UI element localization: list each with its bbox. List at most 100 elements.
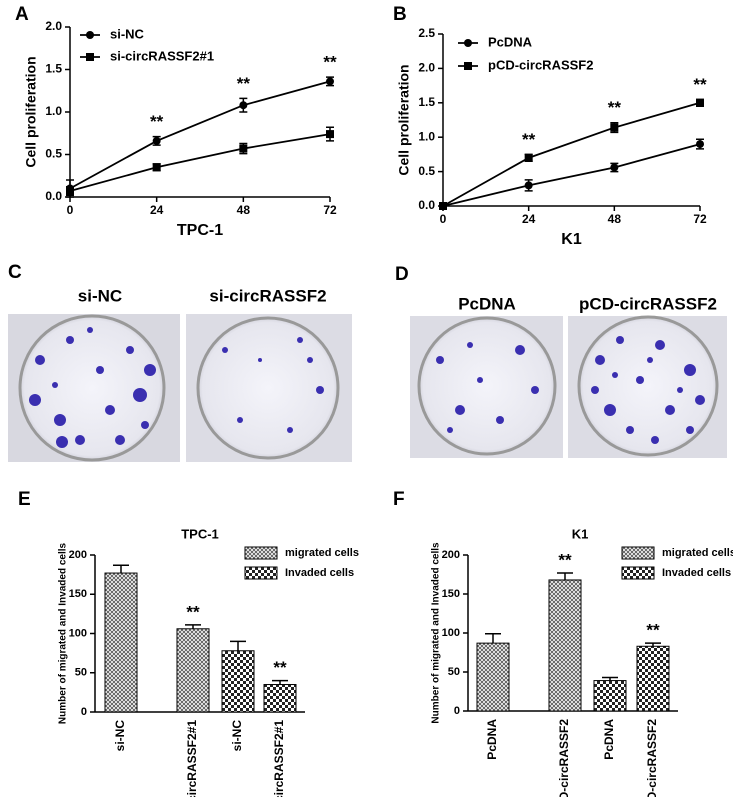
legend-label: migrated cells [662, 547, 733, 559]
legend-swatch [244, 566, 278, 580]
annotation: ** [273, 658, 287, 677]
bar [104, 572, 138, 713]
marker [239, 144, 248, 153]
marker [326, 77, 334, 86]
error-bar [602, 676, 618, 681]
x-tick-label: PcDNA [602, 719, 616, 760]
annotation: ** [646, 621, 660, 640]
y-tick-label: 0.5 [418, 164, 435, 178]
bar [593, 680, 627, 712]
photo [186, 314, 352, 462]
legend-label: Invaded cells [662, 567, 731, 579]
annotation: ** [558, 550, 572, 569]
x-tick-label: 24 [522, 212, 536, 226]
x-tick-label: si-circRASSF2#1 [185, 720, 199, 797]
y-axis-label: Number of migrated and Invaded cells [58, 542, 69, 724]
x-tick-label: PcDNA [485, 719, 499, 760]
legend-marker [86, 53, 94, 61]
y-axis-label: Cell proliferation [23, 56, 39, 167]
bar [476, 642, 510, 712]
marker [152, 163, 161, 172]
y-tick-label: 2.5 [418, 26, 435, 40]
annotation: ** [186, 602, 200, 621]
chart-title: TPC-1 [181, 526, 219, 541]
marker [239, 101, 248, 110]
annotation: ** [323, 53, 337, 72]
error-bar [645, 642, 661, 647]
photo-label: si-circRASSF2 [209, 286, 326, 305]
x-tick-label: 0 [440, 212, 447, 226]
error-bar [557, 572, 573, 580]
legend-marker [86, 31, 94, 39]
y-tick-label: 0 [81, 706, 87, 718]
y-tick-label: 200 [442, 549, 460, 561]
y-tick-label: 100 [69, 627, 87, 639]
photo-label: si-NC [78, 286, 122, 305]
photo [568, 315, 727, 458]
legend-label: pCD-circRASSF2 [488, 57, 593, 72]
x-tick-label: pCD-circRASSF2 [557, 719, 571, 797]
annotation: ** [608, 98, 622, 117]
series-line [69, 80, 331, 190]
y-tick-label: 100 [442, 627, 460, 639]
y-tick-label: 200 [69, 549, 87, 561]
x-tick-label: si-NC [113, 720, 127, 752]
marker [610, 163, 619, 172]
legend-marker [464, 62, 472, 70]
error-bar [485, 633, 501, 644]
marker [152, 136, 161, 145]
bar [263, 684, 297, 713]
y-tick-label: 0.0 [45, 189, 62, 203]
panel-letter: A [15, 4, 29, 25]
marker [326, 130, 334, 139]
marker [66, 187, 74, 196]
series-line [69, 133, 331, 192]
y-tick-label: 2.0 [45, 19, 62, 33]
annotation: ** [522, 130, 536, 149]
y-tick-label: 0.5 [45, 147, 62, 161]
panel-letter: D [395, 264, 409, 285]
panel-letter: C [8, 262, 22, 283]
bar [548, 579, 582, 712]
panel-letter: B [393, 4, 407, 25]
legend-swatch [621, 566, 655, 580]
y-tick-label: 150 [442, 588, 460, 600]
panel-letter: E [18, 489, 31, 510]
marker [696, 140, 704, 149]
y-tick-label: 1.0 [418, 129, 435, 143]
error-bar [185, 624, 201, 629]
y-tick-label: 50 [75, 667, 87, 679]
marker [524, 181, 533, 190]
x-tick-label: 72 [323, 203, 337, 217]
annotation: ** [150, 112, 164, 131]
marker [439, 202, 447, 210]
y-tick-label: 1.5 [418, 95, 435, 109]
bar [176, 628, 210, 713]
chart-title: K1 [572, 526, 589, 541]
photo-label: PcDNA [458, 294, 516, 313]
x-tick-label: si-circRASSF2#1 [272, 720, 286, 797]
marker [696, 98, 704, 107]
marker [610, 123, 619, 132]
legend-label: Invaded cells [285, 567, 354, 579]
x-tick-label: 48 [237, 203, 251, 217]
legend-swatch [621, 546, 655, 560]
photo [8, 314, 180, 462]
error-bar [230, 640, 246, 651]
bar [636, 645, 670, 712]
legend-marker [464, 39, 472, 47]
marker [524, 153, 533, 162]
y-axis-label: Cell proliferation [396, 64, 412, 175]
series-line [442, 101, 701, 207]
error-bar [272, 679, 288, 685]
y-axis-label: Number of migrated and Invaded cells [431, 542, 442, 724]
legend-label: PcDNA [488, 34, 533, 49]
x-tick-label: pCD-circRASSF2 [645, 719, 659, 797]
y-tick-label: 150 [69, 588, 87, 600]
photo [410, 316, 563, 458]
annotation: ** [237, 74, 251, 93]
x-axis-label: TPC-1 [177, 222, 223, 239]
y-tick-label: 2.0 [418, 61, 435, 75]
photo-label: pCD-circRASSF2 [579, 294, 717, 313]
